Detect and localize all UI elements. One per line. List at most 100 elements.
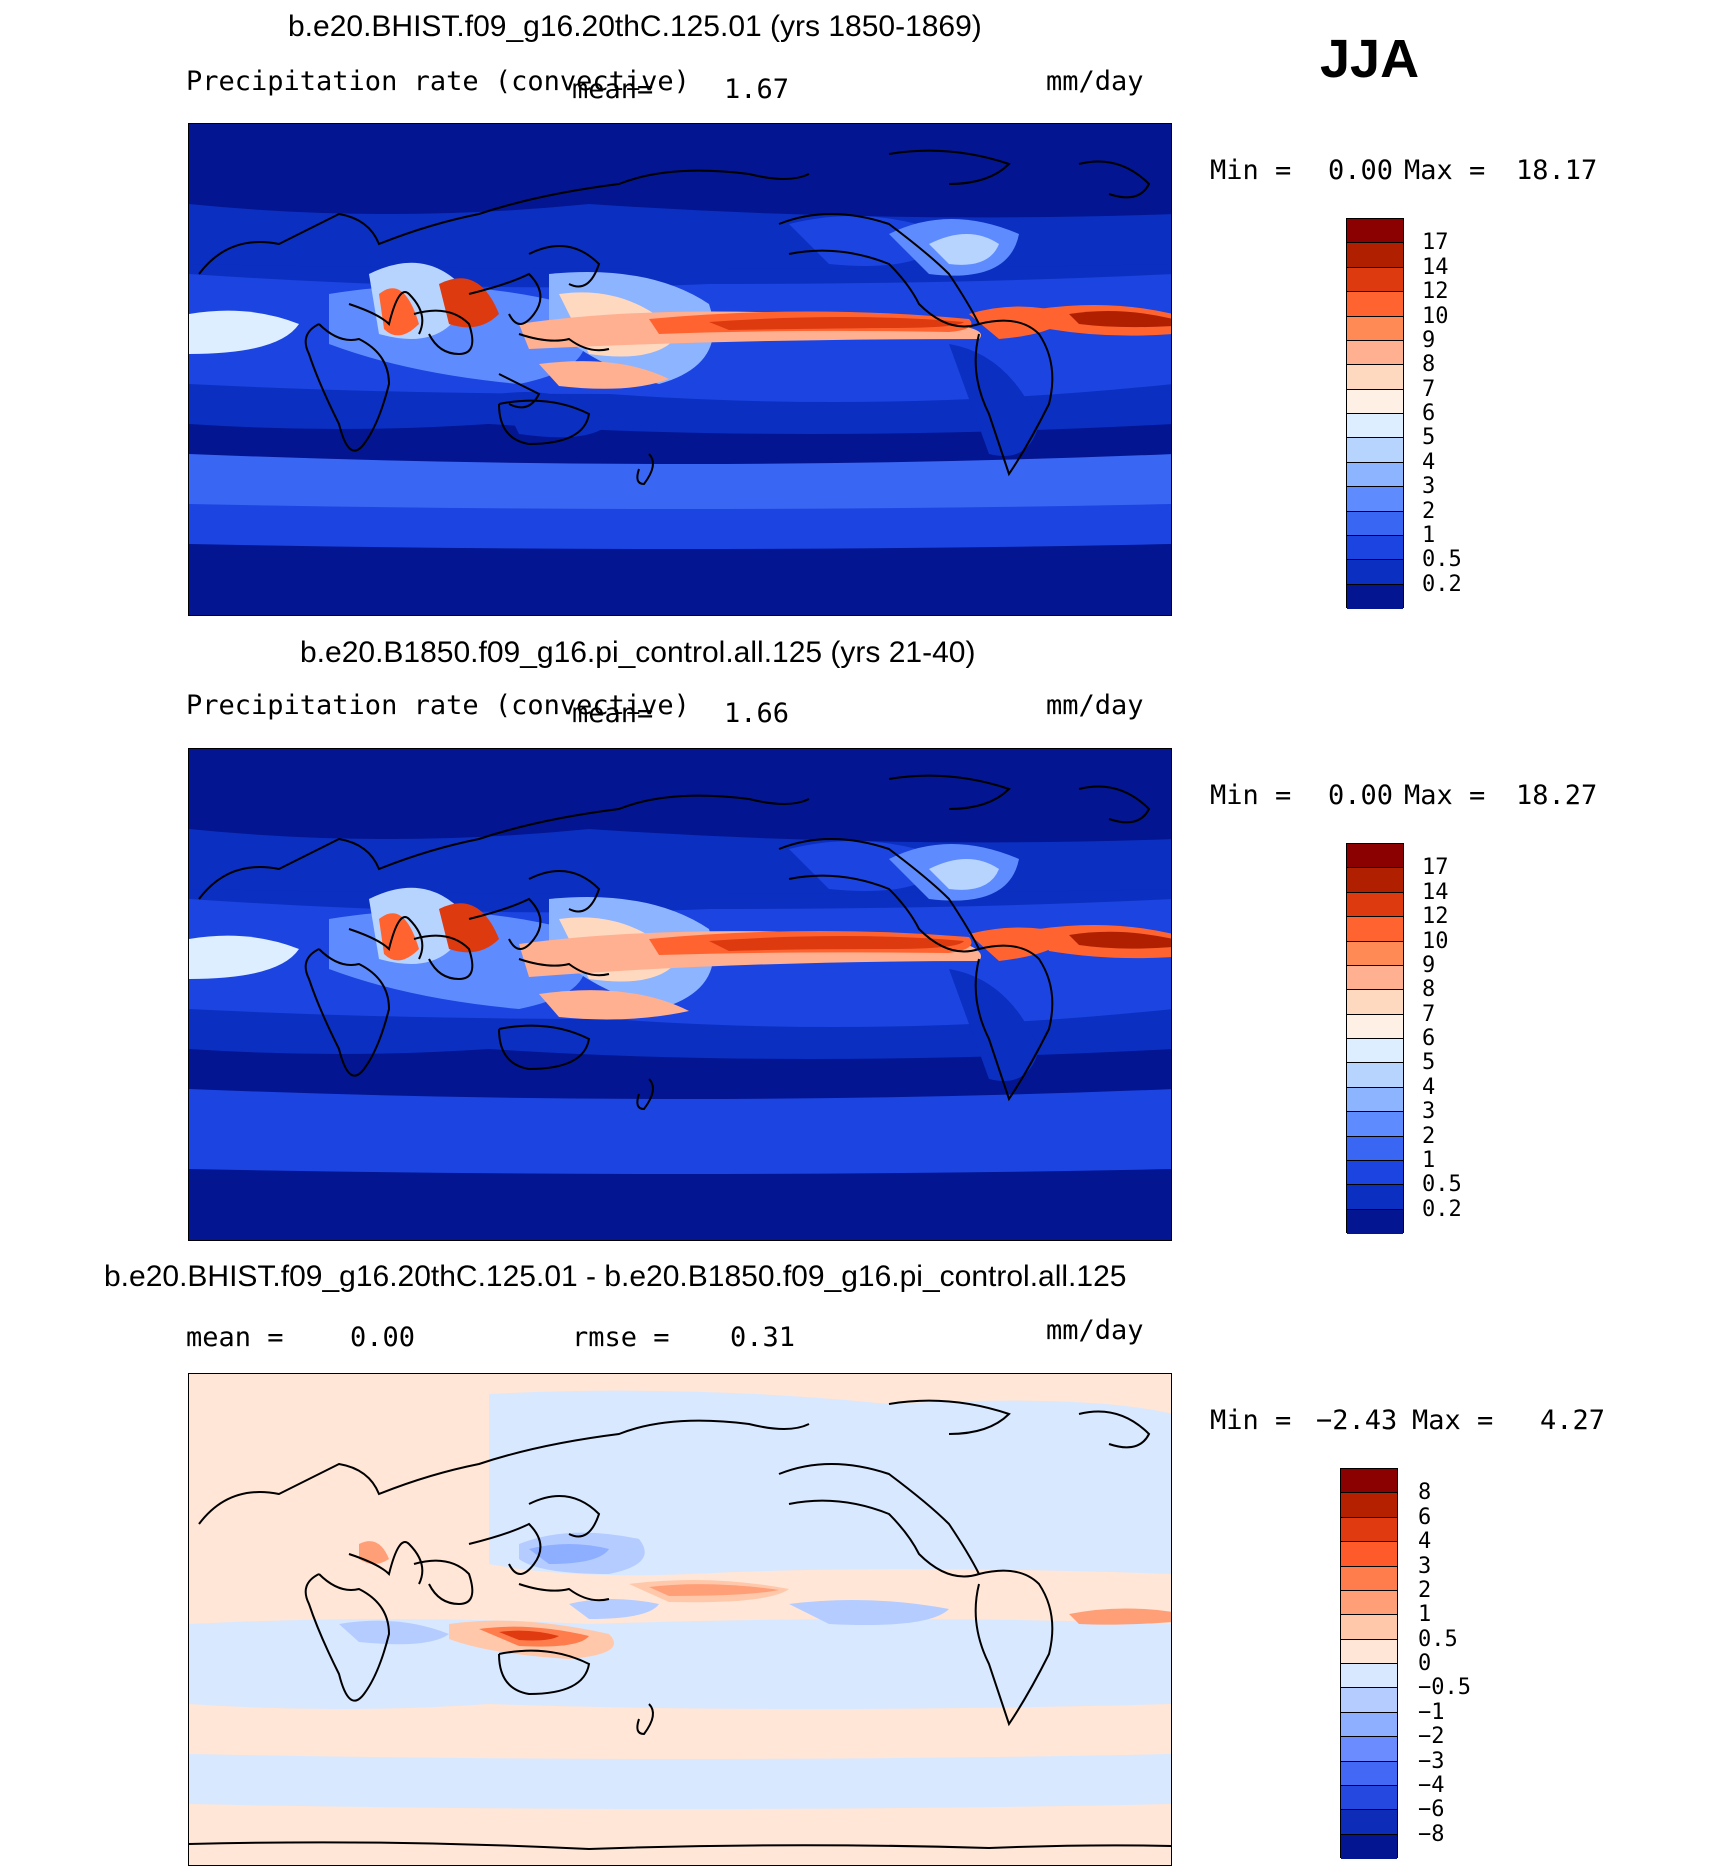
panel-middle-variable: Precipitation rate (convective) [186,690,690,721]
colorbar-tick-label: 1 [1422,522,1436,548]
season-label: JJA [1320,29,1420,89]
colorbar-tick-label: 5 [1422,1050,1436,1076]
colorbar-swatch [1341,1712,1397,1738]
panel-middle-max-value: 18.27 [1516,780,1598,811]
colorbar-tick-label: 8 [1418,1480,1432,1506]
colorbar-swatch [1347,535,1403,561]
colorbar-swatch [1347,1160,1403,1186]
colorbar-swatch [1341,1615,1397,1640]
colorbar-tick-label: 8 [1422,977,1436,1003]
colorbar-tick-label: 0 [1418,1651,1432,1676]
colorbar-swatch [1347,941,1403,966]
panel-top-mean-label: mean= [572,74,654,105]
colorbar-swatch [1347,560,1403,585]
panel-middle-min-value: 0.00 [1328,780,1394,811]
colorbar-tick-label: 10 [1422,928,1449,954]
panel-diff-units: mm/day [1046,1315,1144,1346]
colorbar-tick-label: 1 [1422,1147,1436,1173]
colorbar-swatch [1347,1209,1403,1234]
colorbar-swatch [1341,1517,1397,1543]
colorbar-swatch [1347,844,1403,869]
colorbar-tick-label: 0.2 [1422,571,1462,597]
colorbar-swatch [1341,1785,1397,1811]
colorbar-tick-label: −4 [1418,1772,1445,1798]
colorbar-tick-label: −2 [1418,1724,1445,1750]
panel-middle-title: b.e20.B1850.f09_g16.pi_control.all.125 (… [300,636,976,669]
colorbar-swatch [1347,414,1403,439]
panel-diff-mean-value: 0.00 [350,1322,416,1353]
colorbar-swatch [1341,1542,1397,1567]
colorbar-swatch [1347,965,1403,991]
difference-map [189,1374,1171,1865]
colorbar-tick-label: 0.5 [1418,1626,1458,1652]
colorbar-tick-label: 17 [1422,855,1449,881]
colorbar-tick-label: 10 [1422,303,1449,329]
colorbar-tick-label: 6 [1422,1026,1436,1051]
colorbar-middle [1346,843,1404,1234]
map-panel-top [188,123,1172,616]
colorbar-swatch [1341,1566,1397,1591]
panel-middle-min-label: Min = [1210,780,1292,811]
panel-diff-max-label: Max = [1412,1405,1494,1436]
colorbar-tick-label: −8 [1418,1821,1445,1847]
panel-diff-title: b.e20.BHIST.f09_g16.20thC.125.01 - b.e20… [104,1260,1127,1293]
map-panel-middle [188,748,1172,1241]
colorbar-swatch [1341,1737,1397,1762]
colorbar-swatch [1347,1185,1403,1210]
colorbar-tick-label: −0.5 [1418,1675,1471,1701]
colorbar-swatch [1341,1688,1397,1713]
colorbar-swatch [1347,219,1403,244]
panel-top-min-value: 0.00 [1328,155,1394,186]
colorbar-tick-label: 4 [1422,1074,1436,1100]
panel-diff-rmse-value: 0.31 [730,1322,796,1353]
colorbar-swatch [1347,316,1403,341]
panel-diff-rmse-label: rmse = [572,1322,670,1353]
colorbar-swatch [1347,487,1403,512]
panel-middle-max-label: Max = [1404,780,1486,811]
colorbar-swatch [1341,1664,1397,1689]
panel-top-variable: Precipitation rate (convective) [186,66,690,97]
colorbar-swatch [1347,1039,1403,1064]
colorbar-swatch [1347,243,1403,268]
colorbar-tick-label: 3 [1422,1099,1436,1125]
colorbar-swatch [1347,892,1403,918]
colorbar-tick-label: 2 [1422,1123,1436,1149]
colorbar-top [1346,218,1404,609]
panel-top-min-label: Min = [1210,155,1292,186]
colorbar-tick-label: 7 [1422,1001,1436,1027]
colorbar-swatch [1341,1810,1397,1835]
colorbar-swatch [1347,584,1403,609]
colorbar-tick-label: 5 [1422,425,1436,451]
colorbar-swatch [1341,1590,1397,1616]
colorbar-swatch [1347,990,1403,1015]
colorbar-swatch [1347,511,1403,536]
colorbar-tick-label: 3 [1418,1553,1432,1579]
map-panel-difference [188,1373,1172,1866]
colorbar-swatch [1347,1087,1403,1113]
panel-middle-units: mm/day [1046,690,1144,721]
panel-top-title: b.e20.BHIST.f09_g16.20thC.125.01 (yrs 18… [288,10,982,43]
colorbar-tick-label: 14 [1422,879,1449,905]
colorbar-tick-label: 1 [1418,1602,1432,1628]
colorbar-swatch [1347,462,1403,488]
colorbar-tick-label: 12 [1422,279,1449,305]
precip-map-middle [189,749,1171,1240]
colorbar-swatch [1347,340,1403,366]
colorbar-tick-label: 3 [1422,474,1436,500]
colorbar-tick-label: 4 [1418,1529,1432,1555]
panel-diff-min-value: −2.43 [1316,1405,1398,1436]
colorbar-tick-label: 0.5 [1422,547,1462,573]
colorbar-swatch [1347,1136,1403,1161]
colorbar-swatch [1341,1493,1397,1518]
colorbar-tick-label: 2 [1422,498,1436,524]
colorbar-tick-label: 6 [1418,1504,1432,1530]
colorbar-swatch [1347,438,1403,463]
colorbar-tick-label: 17 [1422,230,1449,256]
panel-diff-min-label: Min = [1210,1405,1292,1436]
colorbar-tick-label: 8 [1422,352,1436,378]
panel-diff-mean-label: mean = [186,1322,284,1353]
colorbar-tick-label: 12 [1422,904,1449,930]
panel-top-mean-value: 1.67 [724,74,790,105]
colorbar-tick-label: 9 [1422,952,1436,978]
colorbar-difference [1340,1468,1398,1859]
